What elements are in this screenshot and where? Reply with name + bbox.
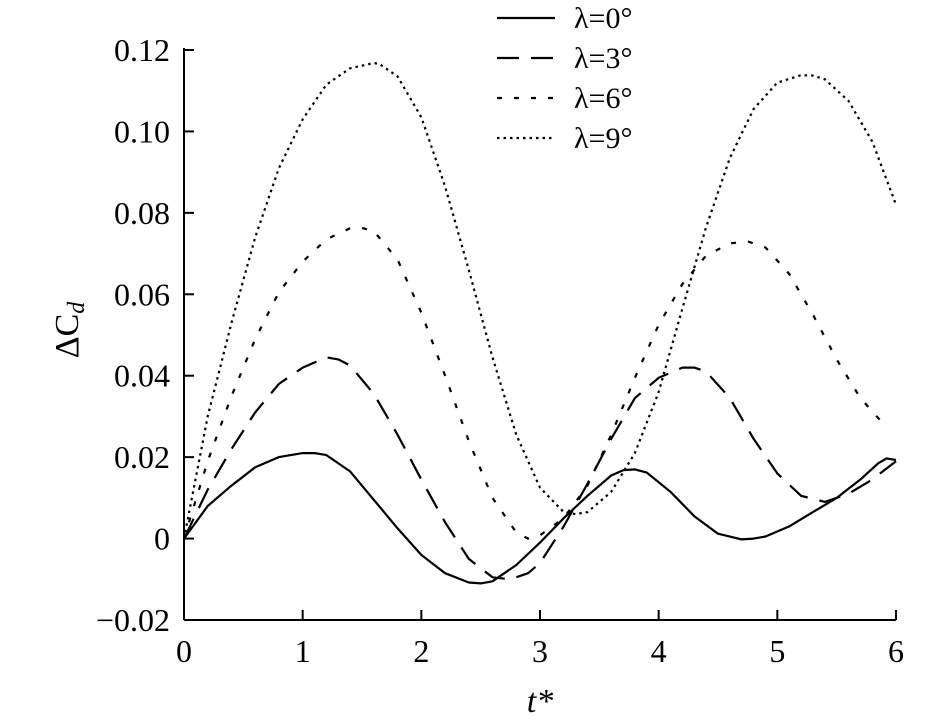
y-tick-label: −0.02	[96, 602, 170, 638]
y-tick-label: 0.12	[114, 32, 170, 68]
x-tick-label: 5	[769, 633, 785, 669]
x-tick-label: 4	[651, 633, 667, 669]
x-axis-title: t*	[527, 683, 553, 720]
x-tick-label: 3	[532, 633, 548, 669]
legend: λ=0° λ=3° λ=6° λ=9°	[497, 2, 632, 155]
legend-label-2: λ=6°	[574, 82, 632, 115]
series-line-1	[183, 356, 897, 581]
plot-lines	[182, 61, 898, 585]
series-line-3	[182, 61, 898, 539]
y-tick-label: 0.10	[114, 113, 170, 149]
x-ticks: 0 1 2 3 4 5 6	[176, 610, 904, 669]
y-tick-label: 0.08	[114, 195, 170, 231]
x-tick-label: 2	[413, 633, 429, 669]
legend-label-1: λ=3°	[574, 42, 632, 75]
x-tick-label: 0	[176, 633, 192, 669]
series-line-0	[183, 452, 897, 585]
y-tick-label: 0.04	[114, 358, 170, 394]
y-axis-title: ΔCd	[49, 301, 90, 359]
x-tick-label: 6	[888, 633, 904, 669]
y-ticks: −0.02 0 0.02 0.04 0.06 0.08 0.10 0.12	[96, 32, 194, 638]
y-tick-label: 0.02	[114, 439, 170, 475]
y-axis-title-sub: d	[64, 301, 90, 314]
series-line-2	[182, 226, 885, 540]
y-tick-label: 0.06	[114, 276, 170, 312]
x-tick-label: 1	[295, 633, 311, 669]
legend-label-0: λ=0°	[574, 2, 632, 35]
legend-label-3: λ=9°	[574, 122, 632, 155]
y-axis-title-base: ΔC	[49, 314, 86, 359]
y-tick-label: 0	[154, 521, 170, 557]
